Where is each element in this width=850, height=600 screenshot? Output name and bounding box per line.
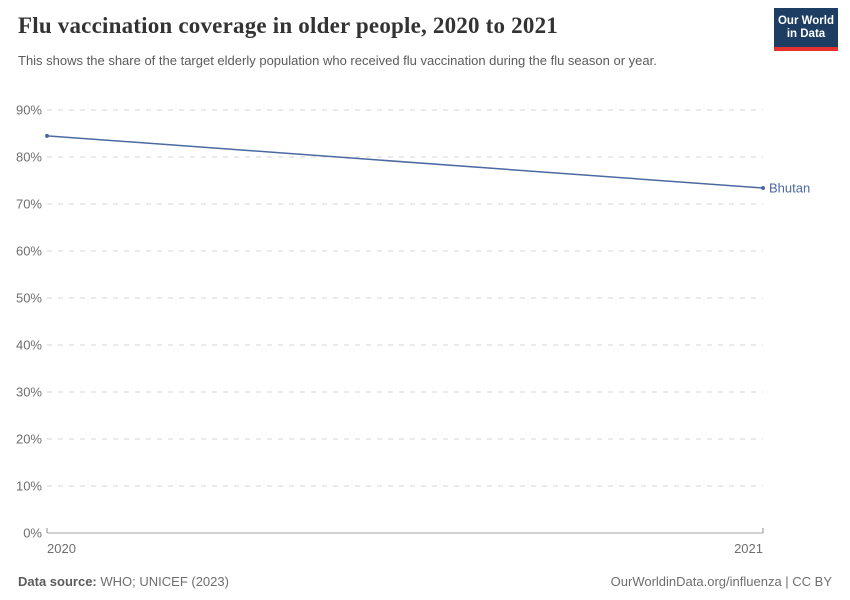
page-title: Flu vaccination coverage in older people…: [18, 13, 558, 38]
data-source-label: Data source:: [18, 574, 97, 589]
y-tick-label: 10%: [16, 479, 42, 494]
data-source: Data source: WHO; UNICEF (2023): [18, 574, 229, 589]
x-tick-label: 2020: [47, 541, 76, 556]
y-tick-label: 40%: [16, 338, 42, 353]
x-tick-label: 2021: [734, 541, 763, 556]
footer-link[interactable]: OurWorldinData.org/influenza | CC BY: [610, 574, 832, 589]
owid-logo-line1: Our World: [777, 14, 834, 27]
series-label-bhutan[interactable]: Bhutan: [769, 181, 810, 196]
y-tick-label: 30%: [16, 385, 42, 400]
y-tick-label: 60%: [16, 244, 42, 259]
series-line-bhutan[interactable]: [46, 135, 764, 189]
data-source-value: WHO; UNICEF (2023): [100, 574, 229, 589]
chart-footer: Data source: WHO; UNICEF (2023) OurWorld…: [18, 574, 832, 589]
y-tick-label: 20%: [16, 432, 42, 447]
y-tick-label: 80%: [16, 150, 42, 165]
y-tick-label: 0%: [23, 526, 42, 541]
owid-logo[interactable]: Our World in Data: [774, 8, 838, 51]
series-start-point-bhutan[interactable]: [45, 133, 49, 138]
owid-logo-line2: in Data: [786, 27, 826, 40]
chart-subtitle: This shows the share of the target elder…: [18, 53, 657, 68]
y-tick-label: 50%: [16, 291, 42, 306]
y-tick-label: 90%: [16, 103, 42, 118]
y-tick-label: 70%: [16, 197, 42, 212]
series-end-point-bhutan[interactable]: [761, 186, 765, 191]
